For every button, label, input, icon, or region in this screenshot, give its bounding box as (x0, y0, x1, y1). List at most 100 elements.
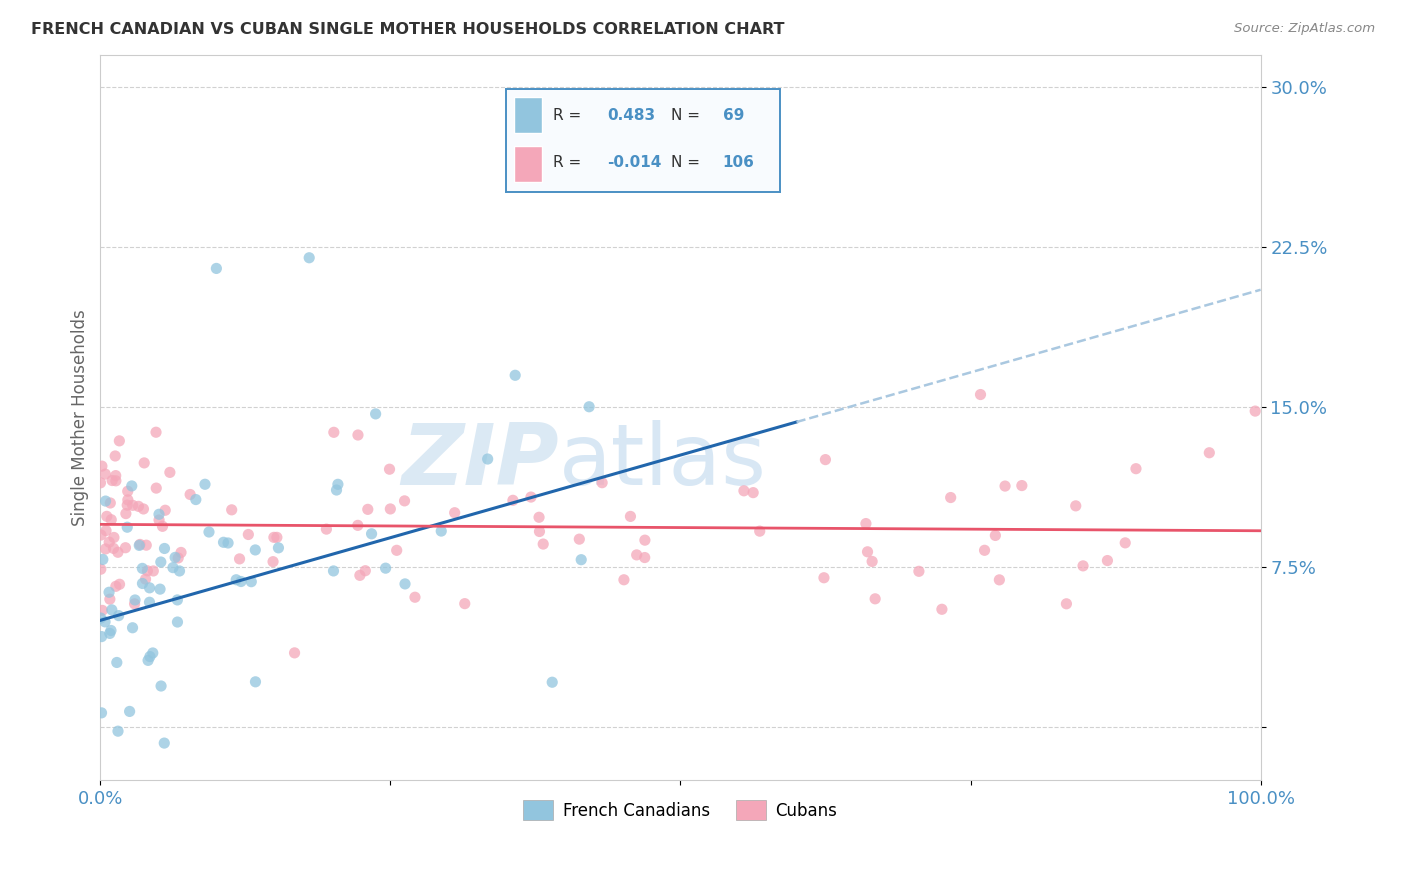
Point (502, 493, 524, 508)
Point (212, 535, 235, 549)
Point (138, 595, 160, 609)
Point (228, 552, 250, 566)
Point (100, 513, 122, 527)
Point (283, 646, 305, 660)
Point (107, 608, 129, 623)
Point (105, 656, 128, 670)
Point (117, 484, 139, 499)
Point (115, 520, 138, 534)
Point (98, 535, 121, 549)
Point (90, 528, 112, 542)
Point (298, 251, 321, 265)
Point (132, 502, 155, 516)
Text: ZIP: ZIP (401, 420, 558, 503)
Point (135, 538, 157, 552)
Point (325, 483, 347, 497)
Point (170, 545, 193, 559)
Point (863, 591, 886, 606)
Point (184, 492, 207, 507)
Point (404, 591, 426, 605)
Point (153, 736, 176, 750)
Text: FRENCH CANADIAN VS CUBAN SINGLE MOTHER HOUSEHOLDS CORRELATION CHART: FRENCH CANADIAN VS CUBAN SINGLE MOTHER H… (31, 22, 785, 37)
Point (194, 477, 217, 491)
Point (115, 507, 138, 521)
Point (159, 466, 181, 480)
Point (503, 368, 526, 383)
Text: R =: R = (553, 108, 586, 123)
Point (984, 528, 1007, 542)
Y-axis label: Single Mother Households: Single Mother Households (72, 310, 89, 526)
Point (394, 577, 416, 591)
Point (346, 518, 368, 533)
Point (104, 468, 127, 483)
Point (855, 516, 877, 531)
Point (364, 407, 387, 421)
Point (263, 530, 285, 544)
Text: N =: N = (671, 108, 704, 123)
Point (569, 552, 592, 566)
Text: R =: R = (553, 155, 586, 170)
Point (385, 543, 408, 558)
Point (94, 467, 117, 481)
Point (973, 543, 995, 558)
Legend: French Canadians, Cubans: French Canadians, Cubans (517, 794, 844, 826)
Point (138, 581, 160, 595)
Point (225, 573, 247, 587)
Point (378, 462, 401, 476)
Point (98, 592, 121, 607)
Point (167, 551, 190, 566)
Point (908, 564, 931, 578)
Point (931, 602, 953, 616)
Point (813, 571, 835, 585)
Point (135, 572, 157, 586)
Point (162, 560, 184, 574)
Point (166, 615, 188, 629)
Point (148, 513, 170, 527)
Point (626, 548, 648, 562)
Point (454, 597, 477, 611)
Point (322, 564, 344, 578)
Point (360, 526, 382, 541)
Point (727, 176, 749, 190)
Point (90, 611, 112, 625)
Point (1125, 461, 1147, 475)
Point (354, 564, 377, 578)
Point (145, 481, 167, 495)
Point (142, 646, 165, 660)
Point (94, 541, 117, 556)
Bar (515, 97, 541, 133)
Point (860, 554, 883, 568)
Point (634, 550, 657, 565)
Point (568, 532, 591, 546)
Point (121, 479, 143, 493)
Point (814, 452, 837, 467)
Point (166, 593, 188, 607)
Point (1011, 478, 1033, 492)
Point (153, 541, 176, 556)
Point (134, 456, 156, 470)
Point (591, 475, 613, 490)
Point (742, 485, 765, 500)
Point (108, 434, 131, 448)
Point (179, 487, 201, 501)
Point (150, 679, 173, 693)
Point (129, 537, 152, 551)
Text: 106: 106 (723, 155, 755, 170)
Point (115, 498, 138, 512)
Point (527, 510, 550, 524)
Point (969, 387, 991, 401)
Point (430, 524, 453, 538)
Point (1244, 404, 1267, 418)
Text: Source: ZipAtlas.com: Source: ZipAtlas.com (1234, 22, 1375, 36)
Point (128, 538, 150, 552)
Point (127, 500, 149, 514)
Point (101, 474, 124, 488)
Point (530, 91, 553, 105)
Point (155, 503, 177, 517)
Point (1071, 558, 1094, 573)
Point (262, 555, 284, 569)
Point (217, 536, 239, 550)
Point (634, 533, 657, 548)
Point (205, 261, 228, 276)
Point (94, 524, 117, 538)
